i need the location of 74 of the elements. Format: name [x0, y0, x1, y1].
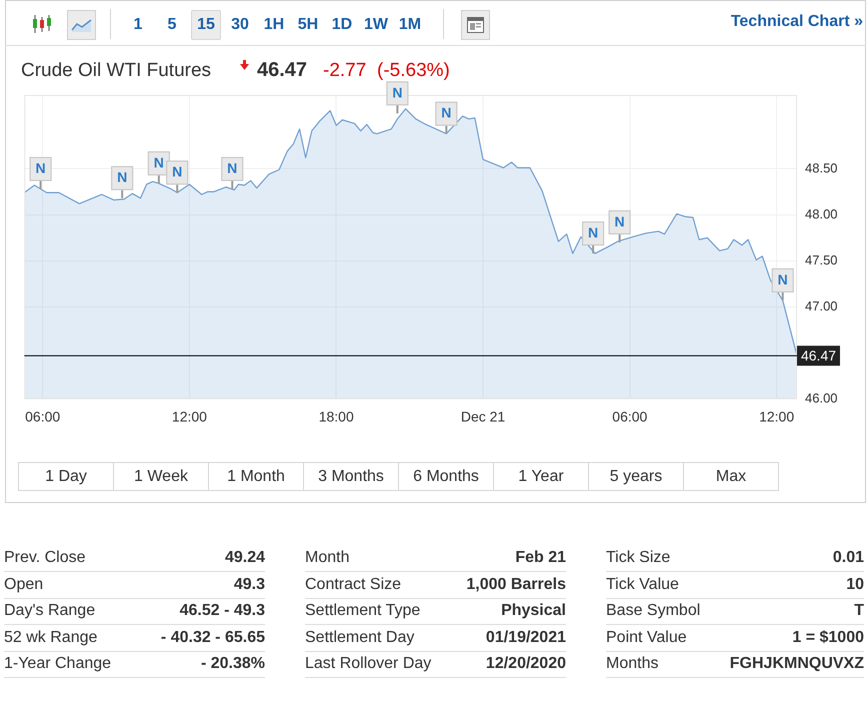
annotation: N [227, 160, 238, 176]
annotation: N [588, 224, 598, 240]
text: 1 Year [493, 462, 589, 491]
text: Months [606, 654, 658, 674]
text: 1 = $1000 [792, 628, 864, 648]
text: 10 [846, 574, 864, 594]
text: 1-Year Change [4, 654, 112, 674]
text: 6 Months [398, 462, 494, 491]
x-tick-label: 12:00 [172, 408, 208, 424]
text: FGHJKMNQUVXZ [730, 654, 864, 674]
annotation: N [117, 169, 128, 186]
text: 0.01 [832, 548, 864, 568]
text: Open [4, 574, 44, 594]
text: 46.47 [257, 59, 308, 82]
text: 1,000 Barrels [466, 574, 566, 594]
annotation: N [441, 104, 452, 121]
text: Prev. Close [4, 548, 86, 568]
x-tick-label: 06:00 [612, 408, 648, 424]
annotation: N [154, 154, 164, 170]
text: 1 Week [113, 462, 209, 491]
text: Tick Value [606, 574, 679, 594]
annotation: N [172, 164, 182, 180]
text: 1H [259, 10, 289, 40]
text: 5 [157, 10, 187, 40]
text: Feb 21 [515, 548, 566, 568]
text: Day's Range [4, 601, 96, 621]
text: Max [683, 462, 779, 491]
text: 1 Day [18, 462, 114, 491]
text: 1 [123, 10, 153, 40]
text: 52 wk Range [4, 628, 98, 648]
annotation: N [392, 84, 402, 100]
text: T [854, 601, 864, 621]
text: 01/19/2021 [486, 628, 566, 648]
text: 49.24 [224, 548, 265, 568]
text: 1W [361, 10, 391, 40]
y-tick-label: 47.50 [805, 252, 838, 268]
text: 1D [327, 10, 357, 40]
text: 1M [395, 10, 425, 40]
text: 5H [293, 10, 323, 40]
annotation: N [778, 271, 788, 288]
text: 49.3 [234, 574, 265, 594]
x-tick-label: 06:00 [25, 408, 60, 424]
text: Contract Size [305, 574, 402, 594]
annotation: N [36, 160, 46, 176]
chart-title: Crude Oil WTI Futures [21, 60, 212, 82]
text: 3 Months [303, 462, 399, 491]
text: 12/20/2020 [486, 654, 566, 674]
text: 1 Month [208, 462, 304, 491]
ref-line-label: 46.47 [800, 348, 836, 364]
y-tick-label: 47.00 [805, 298, 838, 314]
text: 30 [225, 10, 255, 40]
text: 15 [191, 10, 221, 40]
annotation: N [614, 213, 625, 230]
text: Last Rollover Day [305, 654, 432, 674]
text: Base Symbol [606, 601, 700, 621]
text: Settlement Type [305, 601, 420, 621]
y-tick-label: 48.50 [805, 160, 838, 176]
x-tick-label: 12:00 [759, 408, 794, 424]
text: -2.77 [323, 60, 366, 82]
x-tick-label: 18:00 [318, 408, 354, 424]
text: - 40.32 - 65.65 [160, 628, 265, 648]
y-tick-label: 48.00 [805, 206, 838, 222]
text: Settlement Day [305, 628, 414, 648]
text: 5 years [588, 462, 684, 491]
text: (-5.63%) [377, 60, 450, 82]
text: Tick Size [606, 548, 670, 568]
text: Physical [501, 601, 566, 621]
text: Month [305, 548, 350, 568]
text: Point Value [606, 628, 687, 648]
text: - 20.38% [200, 654, 265, 674]
text: 46.52 - 49.3 [180, 601, 265, 621]
x-tick-label: Dec 21 [460, 408, 506, 424]
y-tick-label: 46.00 [805, 390, 838, 406]
text: Technical Chart » [730, 13, 863, 31]
